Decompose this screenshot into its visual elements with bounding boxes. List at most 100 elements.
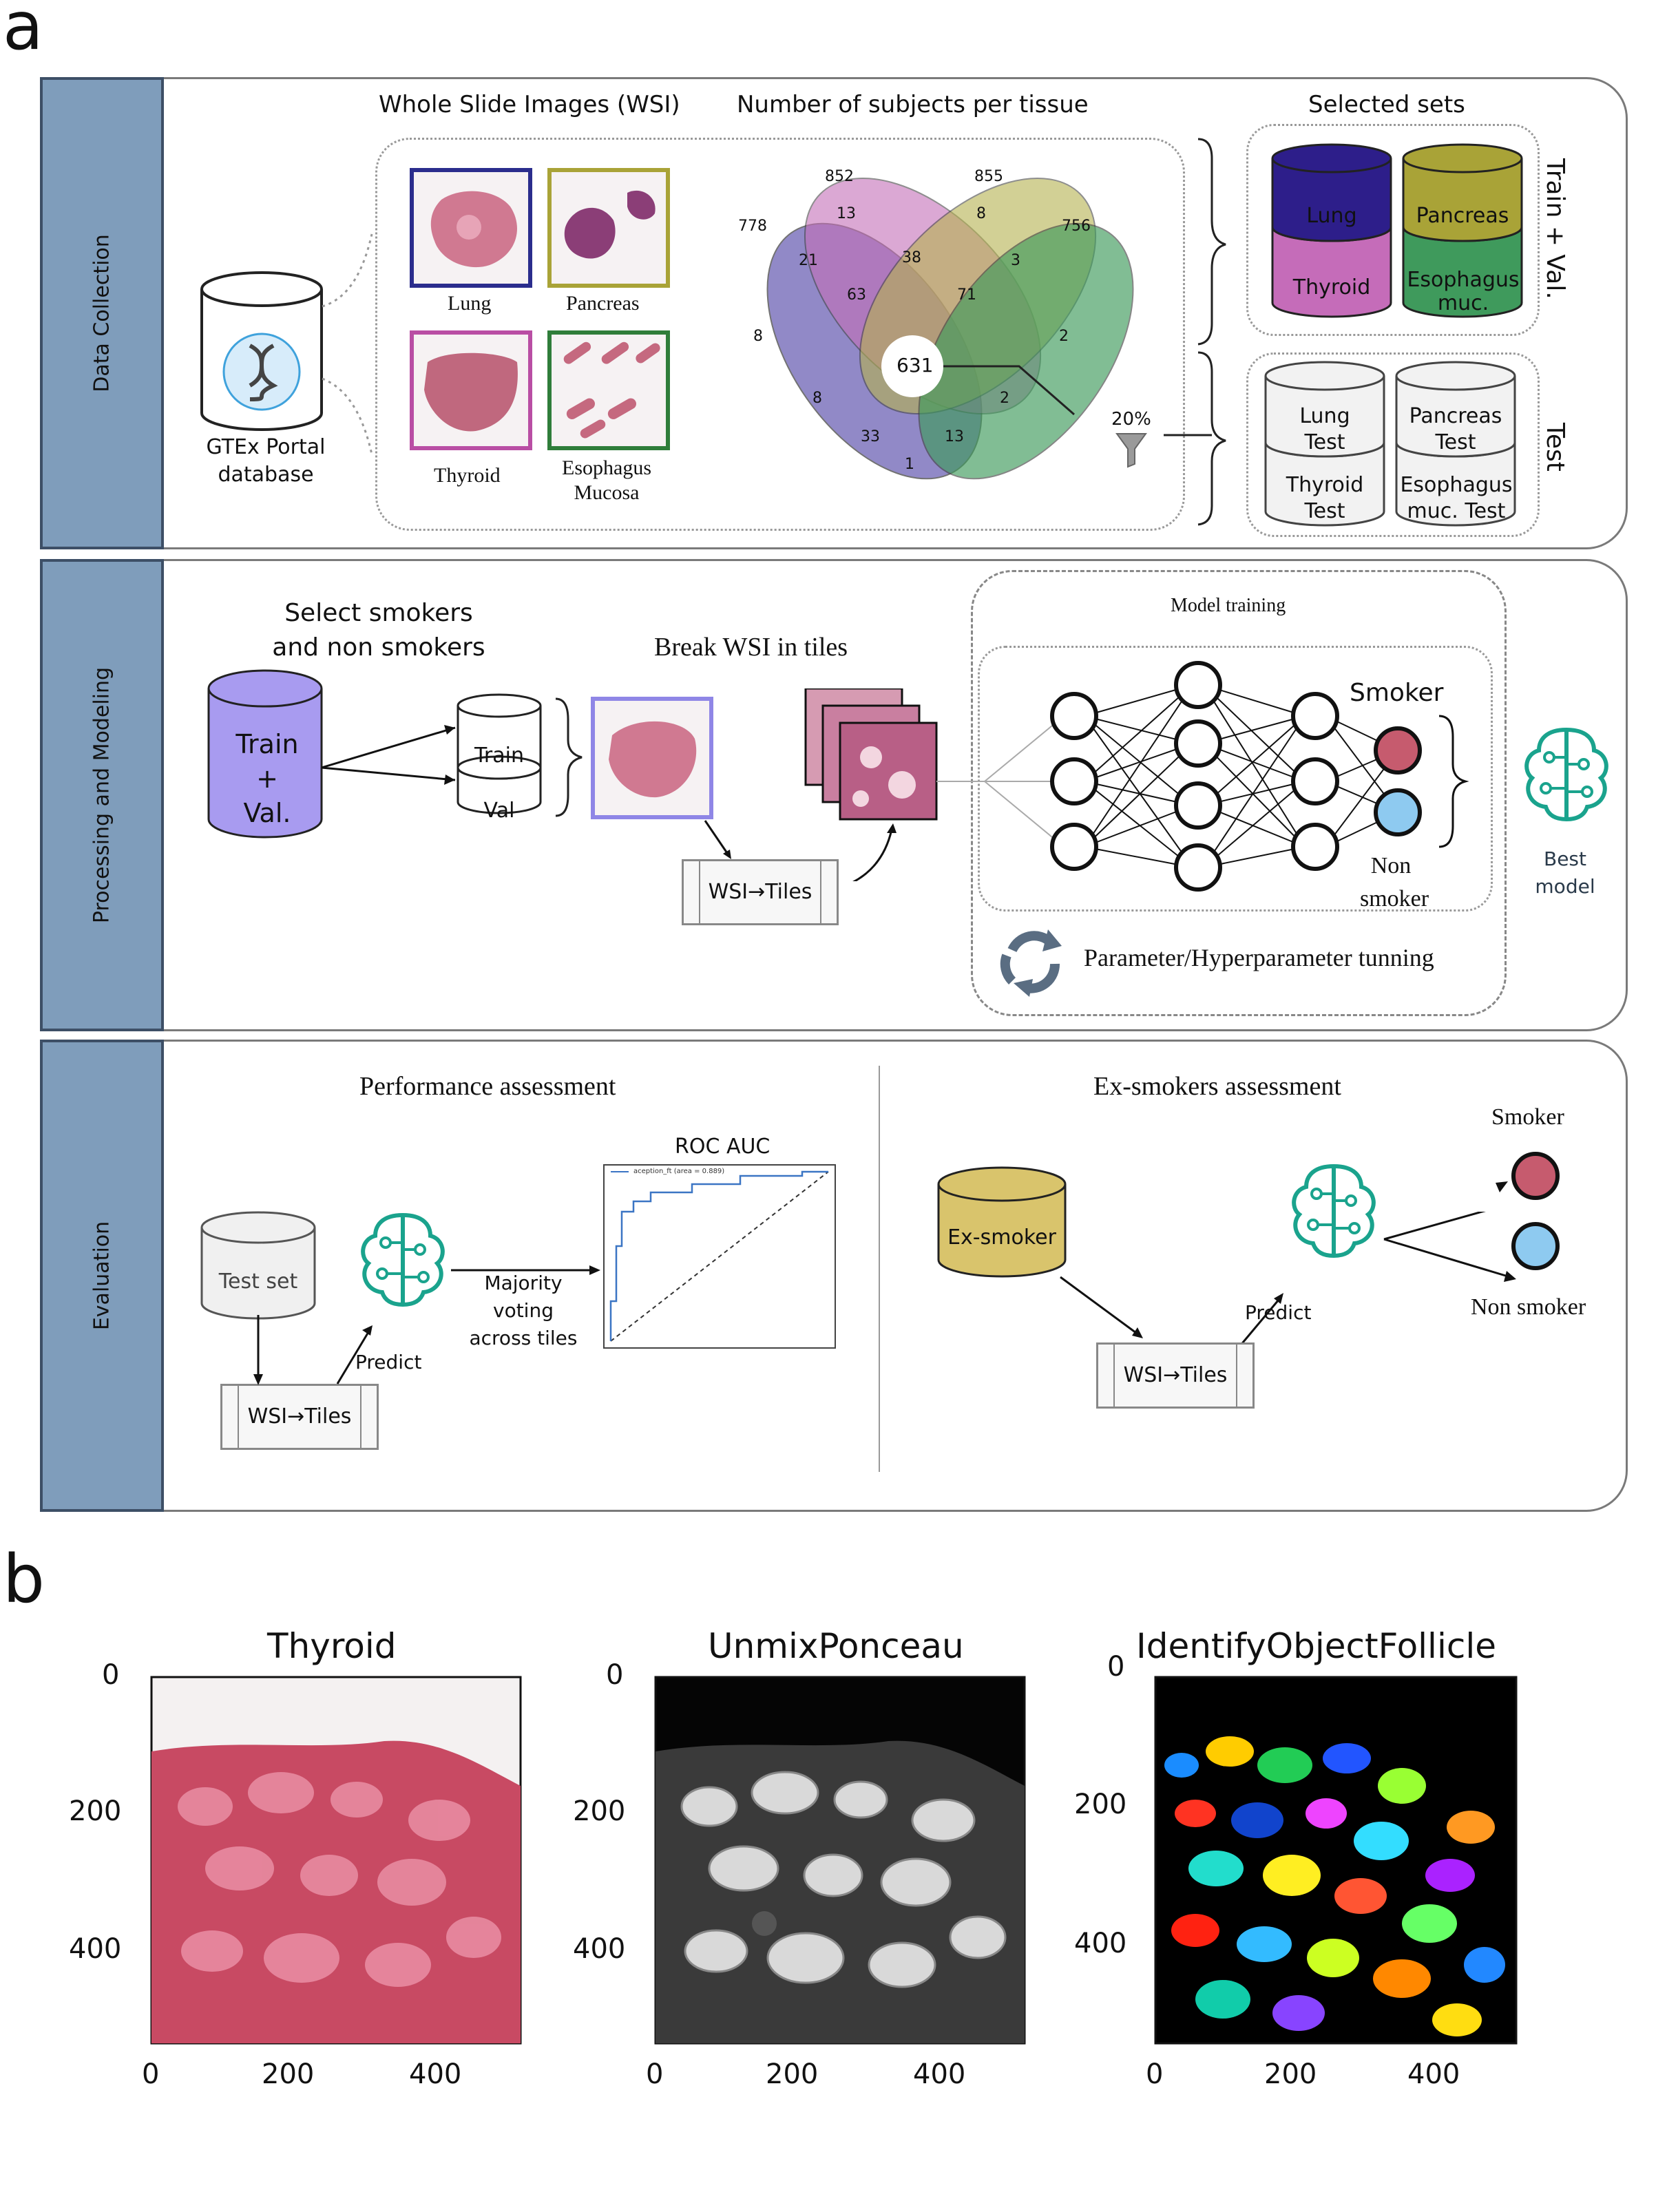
- ex-smokers-title: Ex-smokers assessment: [1093, 1072, 1341, 1101]
- eval-brain-icon: [361, 1213, 445, 1307]
- plot2-ytick: 200: [573, 1795, 626, 1827]
- ex-brain-icon: [1292, 1164, 1376, 1258]
- test-set-cylinder: [200, 1211, 316, 1320]
- plot3-xtick: 0: [1146, 2058, 1164, 2090]
- majority-line3: across tiles: [469, 1327, 578, 1349]
- esophagus-label: Esophagus Mucosa: [562, 456, 651, 505]
- processing-sidebar: Processing and Modeling: [40, 559, 164, 1031]
- best-model-brain-icon: [1524, 728, 1608, 821]
- venn-diagram: [766, 177, 1134, 480]
- esophagus-slide-image: [547, 330, 670, 450]
- break-wsi-title: Break WSI in tiles: [654, 633, 848, 662]
- plot3-ytick: 0: [1107, 1651, 1125, 1683]
- selected-sets-title: Selected sets: [1308, 91, 1465, 118]
- venn-value: 8: [812, 390, 822, 407]
- train-val-container: [1246, 124, 1540, 336]
- venn-total-1: 778: [738, 218, 767, 235]
- venn-value: 13: [945, 428, 964, 445]
- plot3-xtick: 400: [1407, 2058, 1460, 2090]
- venn-value: 1: [905, 456, 914, 473]
- gtex-label-line1: GTEx Portal: [206, 435, 326, 459]
- test-esophagus-label: Esophagus muc. Test: [1391, 472, 1522, 525]
- test-lung-line1: Lung: [1299, 404, 1350, 428]
- best-model-line1: Best: [1543, 847, 1586, 870]
- plot2-ytick: 0: [606, 1659, 624, 1691]
- select-smokers-line1: Select smokers: [284, 599, 473, 627]
- venn-value: 63: [847, 286, 866, 304]
- venn-value: 38: [902, 249, 921, 266]
- model-training-title: Model training: [1171, 595, 1286, 616]
- filter-icon: [1115, 433, 1147, 468]
- model-training-box: [971, 570, 1507, 1016]
- lung-slide-image: [410, 168, 532, 288]
- data-collection-label: Data Collection: [90, 234, 114, 392]
- eval-flow-arrows: [253, 1265, 600, 1385]
- wsi-thumbnail: [591, 697, 713, 819]
- plot2-xtick: 200: [766, 2058, 819, 2090]
- roc-legend: aception_ft (area = 0.889): [633, 1168, 725, 1175]
- train-esophagus-line2: muc.: [1437, 291, 1489, 315]
- venn-value: 13: [837, 205, 856, 222]
- gtex-connector: [322, 233, 373, 455]
- thyroid-label: Thyroid: [434, 464, 501, 487]
- plot1-ytick: 200: [69, 1795, 122, 1827]
- venn-total-4: 756: [1062, 218, 1091, 235]
- venn-total-2: 852: [825, 168, 854, 185]
- test-lung-label: Lung Test: [1266, 403, 1384, 456]
- majority-line1: Majority: [484, 1272, 563, 1294]
- evaluation-divider: [879, 1066, 880, 1472]
- test-pancreas-label: Pancreas Test: [1396, 403, 1515, 456]
- train-sets-cylinders: [1271, 143, 1523, 318]
- wsi-title: Whole Slide Images (WSI): [379, 91, 680, 118]
- test-sets-cylinders: [1264, 361, 1516, 527]
- param-tuning-label: Parameter/Hyperparameter tunning: [1084, 944, 1434, 971]
- ex-flow-arrows: [1060, 1212, 1516, 1347]
- train-thyroid-label: Thyroid: [1292, 275, 1371, 299]
- plot3-ytick: 400: [1074, 1928, 1127, 1959]
- venn-value: 21: [799, 252, 818, 269]
- ex-smoker-label: Ex-smoker: [947, 1225, 1056, 1250]
- esophagus-label-line1: Esophagus: [562, 456, 651, 479]
- test-container: [1246, 352, 1540, 537]
- smoker-output-label: Smoker: [1350, 679, 1444, 707]
- venn-value: 8: [976, 205, 986, 222]
- plot3-ytick: 200: [1074, 1789, 1127, 1820]
- follicle-image-plot: [1154, 1676, 1518, 2045]
- non-smoker-output-line2: smoker: [1360, 886, 1429, 912]
- venn-center-value: 631: [897, 354, 934, 377]
- train-val-line1: Train: [235, 729, 299, 759]
- test-lung-line2: Test: [1304, 430, 1345, 454]
- test-pancreas-line2: Test: [1435, 430, 1476, 454]
- plot-title-unmix: UnmixPonceau: [708, 1626, 964, 1666]
- ex-smoker-output-label: Smoker: [1491, 1104, 1564, 1130]
- plot2-xtick: 400: [913, 2058, 966, 2090]
- venn-total-3: 855: [974, 168, 1003, 185]
- plot1-ytick: 400: [69, 1933, 122, 1965]
- ex-wsi-to-tiles-label: WSI→Tiles: [1123, 1363, 1228, 1387]
- evaluation-label: Evaluation: [90, 1221, 114, 1331]
- ex-predict-label: Predict: [1245, 1301, 1312, 1324]
- plot1-xtick: 200: [262, 2058, 315, 2090]
- plot1-xtick: 400: [409, 2058, 462, 2090]
- non-smoker-output-line1: Non: [1370, 853, 1412, 878]
- split-val-label: Val: [483, 799, 515, 823]
- test-esophagus-line1: Esophagus: [1400, 473, 1513, 497]
- venn-value: 71: [957, 286, 976, 304]
- test-thyroid-line2: Test: [1304, 499, 1345, 523]
- panel-label-b: b: [3, 1541, 45, 1618]
- ex-non-smoker-output-label: Non smoker: [1471, 1294, 1586, 1320]
- test-thyroid-label: Thyroid Test: [1266, 472, 1384, 525]
- venn-value: 8: [753, 328, 763, 345]
- gtex-database-icon: [200, 271, 323, 431]
- venn-value: 33: [861, 428, 880, 445]
- plot2-xtick: 0: [646, 2058, 664, 2090]
- train-val-line3: Val.: [243, 798, 291, 828]
- train-esophagus-line1: Esophagus: [1407, 268, 1520, 292]
- train-pancreas-label: Pancreas: [1416, 204, 1509, 228]
- tile-stack: [704, 688, 938, 881]
- non-smoker-output-label: Non smoker: [1360, 850, 1429, 916]
- venn-value: 2: [1059, 328, 1069, 345]
- venn-title: Number of subjects per tissue: [737, 91, 1089, 118]
- best-model-label: Best model: [1527, 845, 1603, 900]
- unmix-image-plot: [654, 1676, 1026, 2045]
